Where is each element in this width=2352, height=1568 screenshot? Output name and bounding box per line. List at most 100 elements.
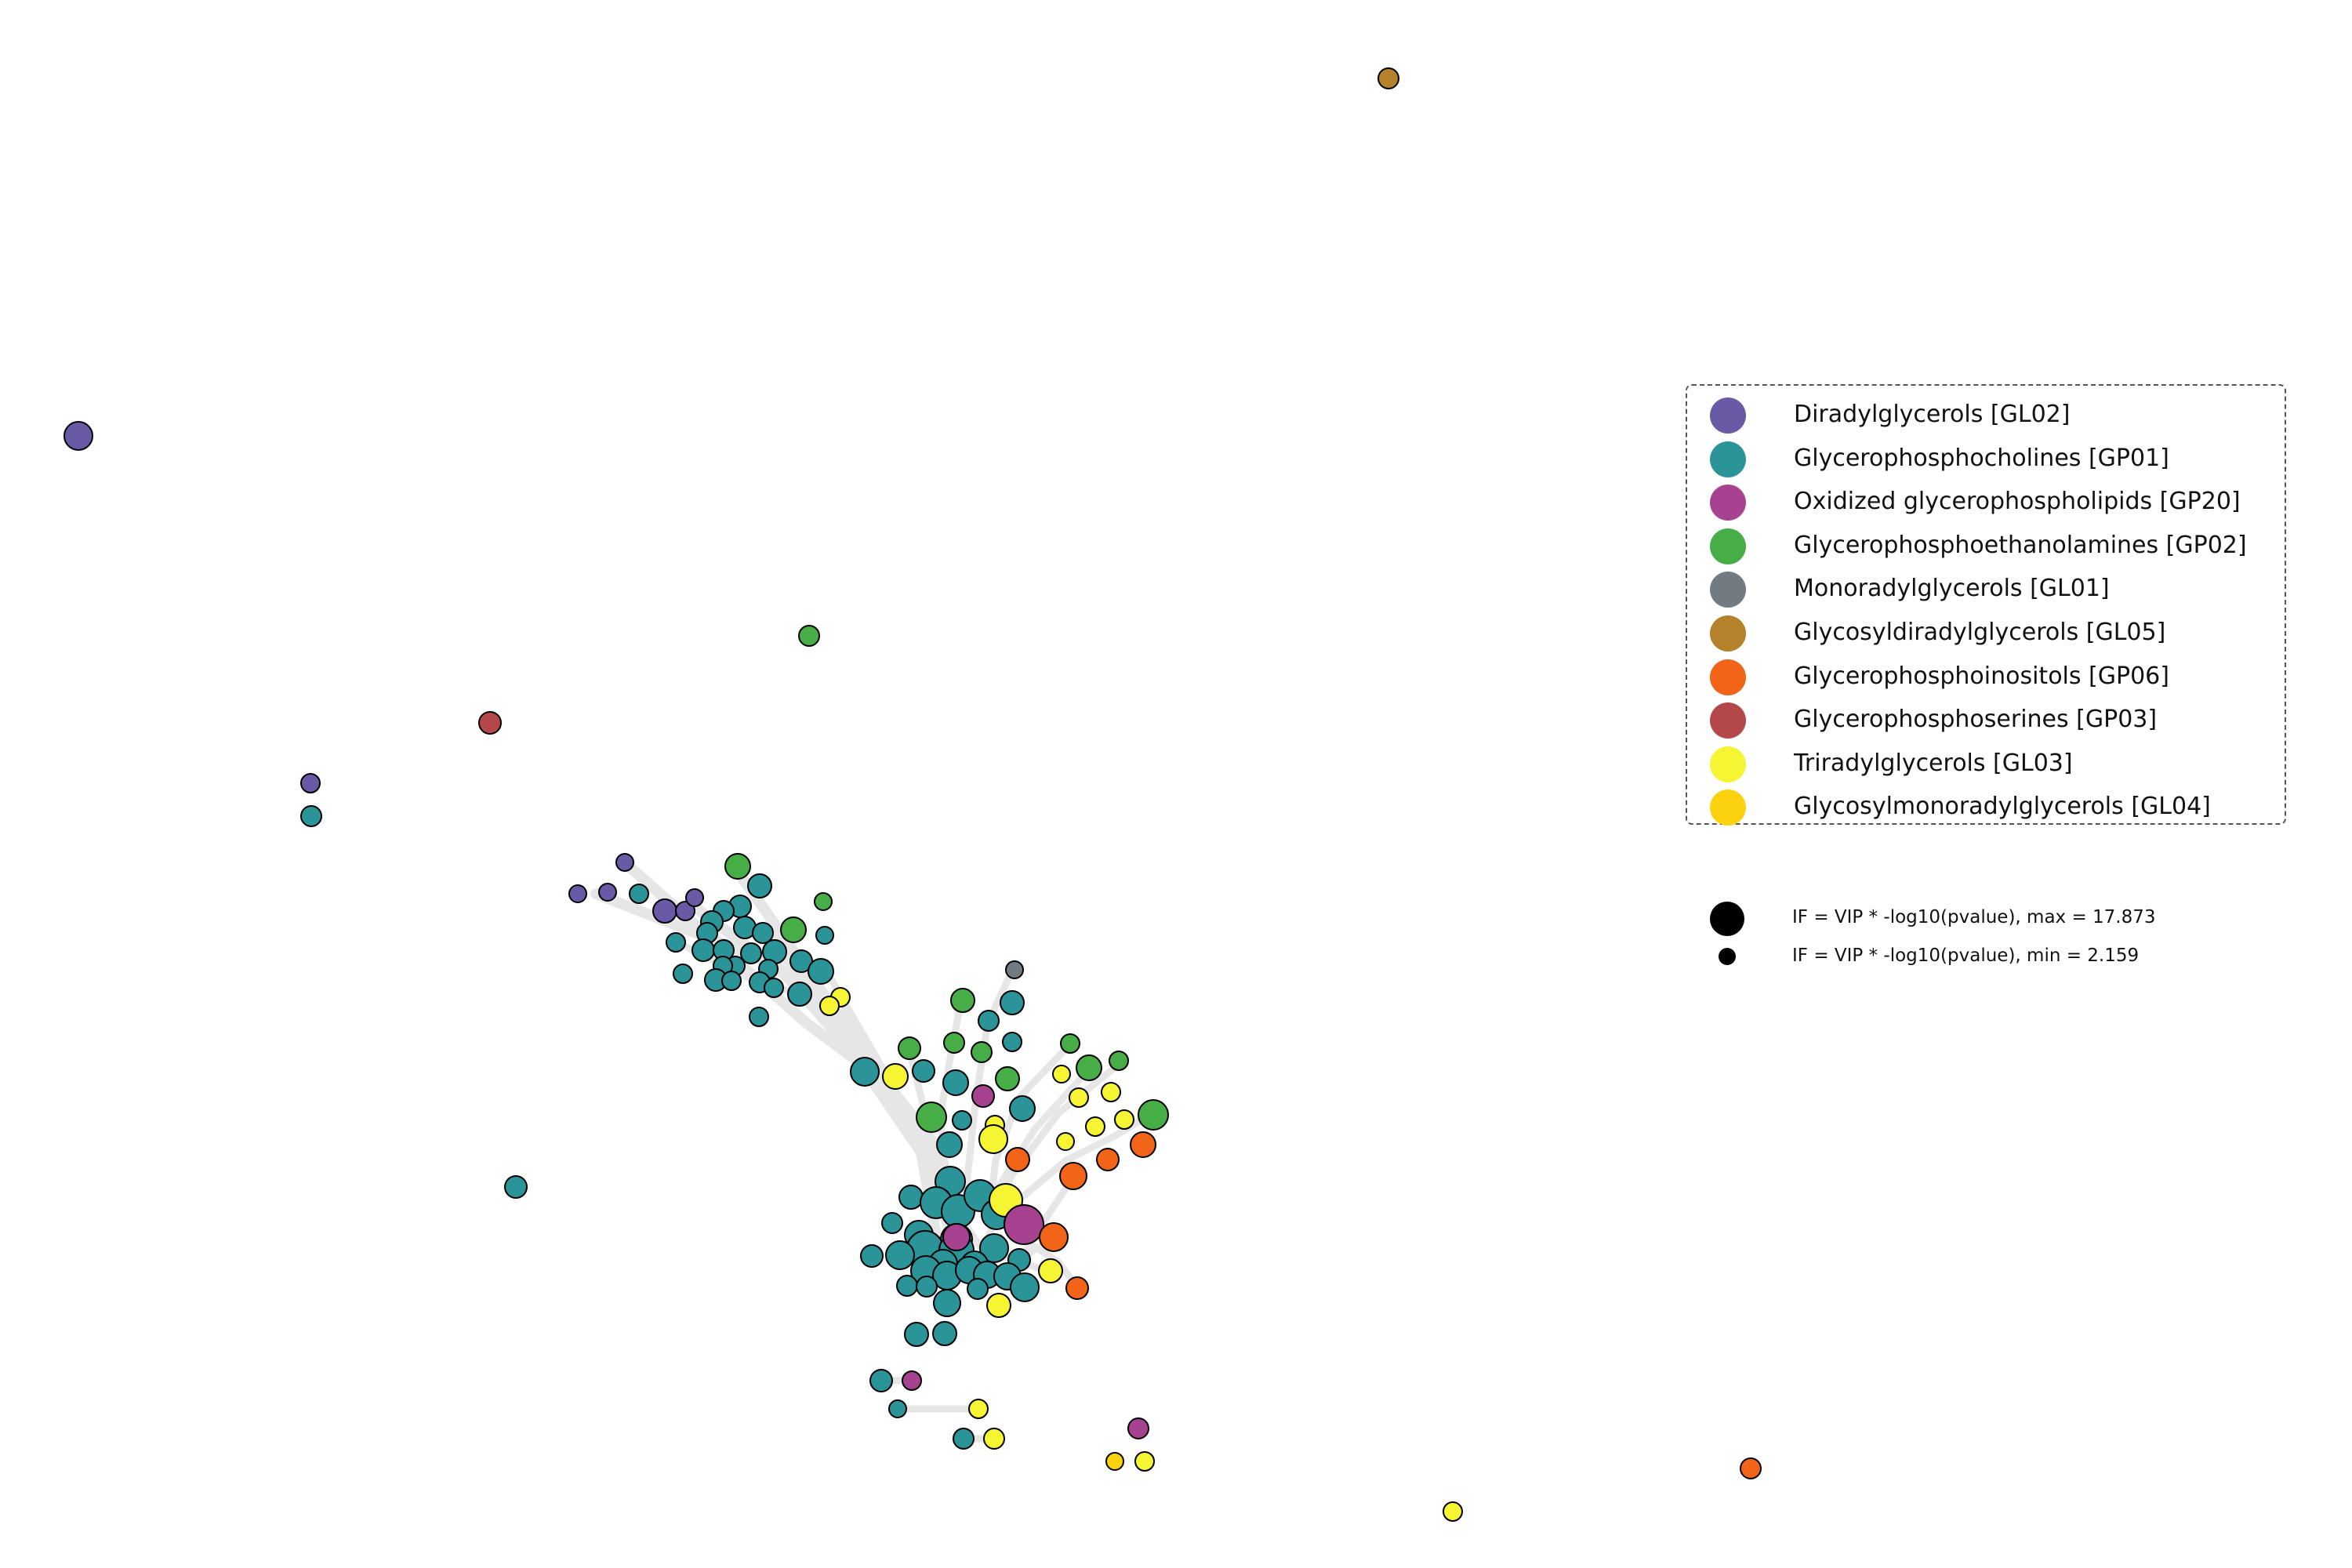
network-edge xyxy=(861,1068,945,1196)
legend-label: Glycerophosphoinositols [GP06] xyxy=(1794,662,2169,690)
network-node-gp01 xyxy=(749,1007,769,1027)
network-node-gp01 xyxy=(850,1057,880,1087)
legend-item-gp02: Glycerophosphoethanolamines [GP02] xyxy=(1687,524,2285,568)
legend-swatch xyxy=(1710,789,1746,826)
size-legend-max-label: IF = VIP * -log10(pvalue), max = 17.873 xyxy=(1792,907,2156,927)
network-node-gp02 xyxy=(798,625,820,647)
network-node-gl02 xyxy=(685,888,704,907)
network-node-gp02 xyxy=(1138,1099,1169,1131)
network-node-gp02 xyxy=(814,892,833,911)
network-node-gl02 xyxy=(568,884,587,903)
network-node-gp01 xyxy=(691,938,715,962)
size-legend-max: IF = VIP * -log10(pvalue), max = 17.873 xyxy=(1686,899,2281,938)
legend-swatch xyxy=(1710,659,1746,695)
network-node-gl02 xyxy=(652,898,677,924)
network-node-gp01 xyxy=(1009,1095,1036,1122)
network-node-gp01 xyxy=(881,1212,903,1234)
node-layer xyxy=(64,67,1762,1522)
legend-swatch xyxy=(1710,528,1746,564)
network-node-gp02 xyxy=(943,1032,965,1054)
network-node-gp06 xyxy=(1096,1148,1120,1171)
legend-label: Glycosyldiradylglycerols [GL05] xyxy=(1794,619,2166,646)
network-node-gp06 xyxy=(1059,1162,1087,1190)
legend-item-gp06: Glycerophosphoinositols [GP06] xyxy=(1687,655,2285,699)
network-node-gl04 xyxy=(1105,1452,1124,1471)
network-node-gp20 xyxy=(902,1370,922,1391)
network-node-gl03 xyxy=(1101,1082,1121,1102)
network-node-gp02 xyxy=(916,1102,947,1133)
legend-item-gl05: Glycosyldiradylglycerols [GL05] xyxy=(1687,612,2285,655)
network-node-gp20 xyxy=(971,1084,995,1108)
network-node-gp01 xyxy=(896,1275,918,1297)
network-node-gp02 xyxy=(995,1066,1020,1091)
network-node-gl03 xyxy=(978,1124,1008,1154)
network-node-gp01 xyxy=(979,1233,1009,1263)
network-node-gp06 xyxy=(1005,1147,1030,1172)
network-node-gp01 xyxy=(1002,1032,1022,1052)
legend-label: Triradylglycerols [GL03] xyxy=(1794,749,2073,777)
network-node-gp01 xyxy=(764,978,784,998)
network-node-gp01 xyxy=(898,1185,924,1210)
network-node-gp20 xyxy=(942,1223,971,1251)
network-node-gl02 xyxy=(598,883,617,902)
network-node-gp01 xyxy=(787,982,812,1007)
size-legend-min: IF = VIP * -log10(pvalue), min = 2.159 xyxy=(1686,938,2281,977)
network-edge xyxy=(992,1065,1094,1196)
network-node-gp01 xyxy=(789,949,813,973)
legend-swatch xyxy=(1710,572,1746,608)
legend-item-gl04: Glycosylmonoradylglycerols [GL04] xyxy=(1687,786,2285,829)
network-node-gp02 xyxy=(1076,1054,1102,1081)
network-node-gl03 xyxy=(1056,1132,1075,1151)
network-node-gp03 xyxy=(478,711,502,735)
network-node-gp06 xyxy=(1130,1131,1156,1158)
network-node-gp01 xyxy=(815,926,834,945)
network-node-gp01 xyxy=(978,1010,1000,1032)
legend-label: Glycosylmonoradylglycerols [GL04] xyxy=(1794,793,2211,821)
network-node-gl03 xyxy=(968,1399,989,1419)
network-node-gp01 xyxy=(721,971,742,991)
network-node-gp01 xyxy=(933,1289,961,1317)
size-legend-min-dot xyxy=(1719,948,1736,965)
legend-item-gp20: Oxidized glycerophospholipids [GP20] xyxy=(1687,481,2285,524)
network-node-gp01 xyxy=(885,1240,915,1270)
network-node-gl03 xyxy=(1443,1501,1463,1522)
network-node-gp02 xyxy=(950,988,975,1013)
network-node-gl02 xyxy=(300,773,321,793)
size-legend-max-dot xyxy=(1710,902,1744,936)
legend-swatch xyxy=(1710,702,1746,739)
legend-item-gl03: Triradylglycerols [GL03] xyxy=(1687,742,2285,786)
network-node-gp06 xyxy=(1740,1457,1762,1479)
network-node-gp01 xyxy=(673,964,693,984)
network-node-gl02 xyxy=(675,901,695,921)
network-node-gl03 xyxy=(1038,1258,1063,1283)
network-node-gp02 xyxy=(1109,1051,1129,1071)
network-node-gp01 xyxy=(752,922,774,944)
network-node-gl03 xyxy=(1052,1065,1071,1083)
legend-item-gp03: Glycerophosphoserines [GP03] xyxy=(1687,699,2285,742)
class-legend: Diradylglycerols [GL02] Glycerophosphocho… xyxy=(1686,384,2286,826)
network-node-gl03 xyxy=(1085,1116,1105,1137)
legend-swatch xyxy=(1710,746,1746,782)
network-node-gl03 xyxy=(1134,1451,1155,1472)
network-node-gl01 xyxy=(1005,960,1024,979)
legend-swatch xyxy=(1710,397,1746,434)
legend-label: Glycerophosphoethanolamines [GP02] xyxy=(1794,531,2247,559)
network-node-gp20 xyxy=(1004,1204,1044,1245)
network-node-gp02 xyxy=(1060,1033,1080,1054)
legend-label: Glycerophosphocholines [GP01] xyxy=(1794,444,2169,472)
network-node-gl02 xyxy=(615,853,634,872)
network-node-gp01 xyxy=(942,1069,969,1096)
network-node-gp01 xyxy=(912,1059,935,1083)
network-node-gp01 xyxy=(953,1428,975,1450)
network-node-gl03 xyxy=(882,1063,909,1090)
legend-label: Diradylglycerols [GL02] xyxy=(1794,401,2071,428)
network-node-gp01 xyxy=(936,1131,963,1158)
network-node-gp06 xyxy=(1039,1222,1069,1252)
network-node-gp20 xyxy=(1127,1417,1149,1439)
legend-swatch xyxy=(1710,615,1746,652)
network-node-gp01 xyxy=(869,1369,893,1392)
legend-swatch xyxy=(1710,485,1746,521)
network-node-gl03 xyxy=(986,1293,1011,1318)
network-node-gp01 xyxy=(629,884,649,904)
